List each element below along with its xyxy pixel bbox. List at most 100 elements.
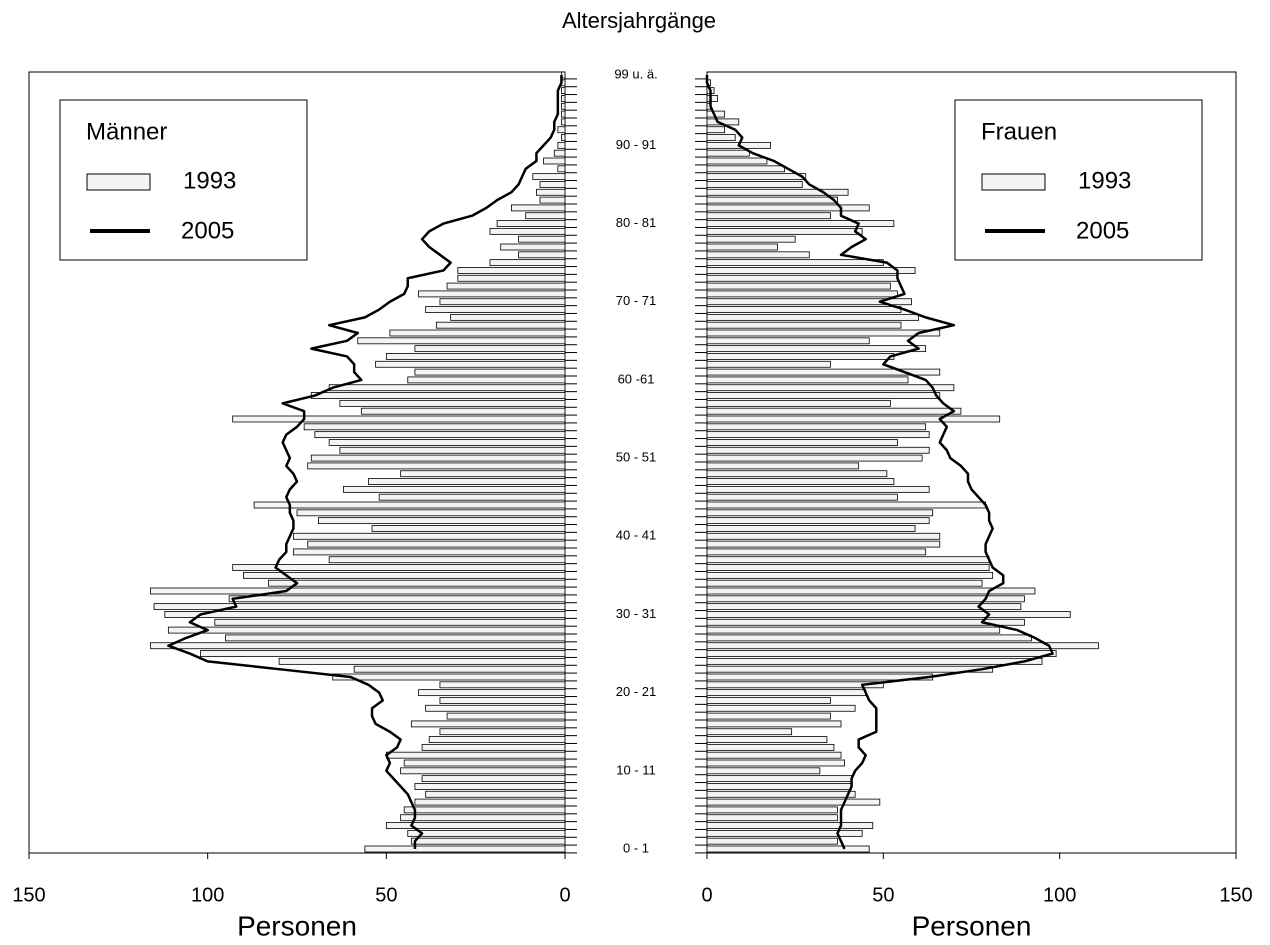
bar: [439, 697, 566, 704]
bar: [706, 548, 927, 556]
bar: [525, 212, 566, 220]
bar: [518, 235, 566, 243]
bar: [706, 767, 821, 775]
bar: [253, 501, 566, 509]
bar: [706, 235, 796, 243]
bar: [310, 454, 566, 462]
bar: [385, 751, 566, 759]
bar: [561, 95, 566, 102]
bar: [414, 798, 566, 806]
bar: [385, 822, 566, 829]
bar: [278, 657, 566, 665]
bar: [706, 525, 916, 532]
bar: [706, 157, 768, 165]
x-axis-label: Personen: [912, 910, 1032, 941]
x-tick-label: 150: [12, 884, 45, 906]
bar: [706, 681, 884, 689]
bar: [510, 204, 566, 212]
bar: [225, 634, 566, 642]
bar: [706, 298, 912, 306]
bar: [706, 282, 891, 290]
bar: [425, 704, 566, 712]
legend-swatch: [981, 173, 1046, 191]
bar: [561, 118, 566, 126]
bar: [706, 423, 927, 431]
bar: [410, 720, 566, 728]
bar: [228, 595, 566, 603]
bar: [706, 704, 856, 712]
bar: [307, 540, 566, 548]
bar: [357, 337, 566, 345]
bar: [706, 501, 987, 509]
bar: [706, 657, 1043, 665]
bar: [414, 345, 566, 353]
bar: [457, 274, 566, 282]
bar: [410, 837, 566, 845]
bar: [421, 775, 566, 783]
bar: [706, 540, 941, 548]
bar: [706, 470, 888, 478]
bar: [706, 806, 838, 814]
x-tick-label: 50: [872, 884, 894, 906]
bar: [706, 634, 1032, 642]
bar: [360, 407, 566, 415]
bar: [553, 149, 566, 157]
bar: [706, 751, 842, 759]
bar: [706, 626, 1001, 634]
bar: [539, 196, 566, 204]
bar: [706, 259, 884, 267]
line: [167, 75, 563, 849]
bar: [425, 790, 566, 798]
bar: [328, 384, 566, 392]
bar: [706, 431, 930, 439]
bar: [371, 525, 566, 532]
bar: [407, 376, 566, 384]
bar: [706, 478, 895, 485]
bar: [518, 251, 566, 259]
bar: [706, 188, 849, 196]
bar: [403, 806, 566, 814]
bar: [706, 345, 927, 353]
bar: [706, 290, 898, 298]
bar: [706, 306, 902, 313]
bar: [706, 736, 828, 743]
bar: [328, 439, 566, 446]
x-tick-label: 0: [701, 884, 712, 906]
bar: [164, 611, 566, 618]
bar: [421, 743, 566, 751]
bar: [500, 243, 566, 251]
bar: [706, 267, 916, 274]
bar: [200, 650, 566, 657]
x-axis-label: Personen: [237, 910, 357, 941]
bar: [706, 642, 1099, 650]
bar: [706, 485, 930, 493]
bar: [706, 149, 750, 157]
bar: [706, 814, 838, 822]
bar: [400, 470, 566, 478]
bar: [332, 673, 566, 681]
bar: [375, 360, 566, 368]
bar: [706, 376, 909, 384]
legend-label: 2005: [1076, 217, 1129, 244]
bar: [706, 829, 863, 837]
bar: [706, 689, 867, 697]
bar: [706, 743, 835, 751]
bar: [400, 814, 566, 822]
bar: [368, 478, 566, 485]
bar: [418, 689, 566, 697]
bar: [706, 556, 990, 564]
bar: [706, 126, 726, 134]
bar: [706, 611, 1071, 618]
bar: [706, 134, 736, 141]
bar: [706, 587, 1036, 595]
bar: [706, 783, 852, 790]
bar: [232, 564, 566, 571]
x-tick-label: 0: [559, 884, 570, 906]
bar: [706, 650, 1057, 657]
bar: [310, 392, 566, 399]
bar: [706, 243, 778, 251]
category-label: 40 - 41: [616, 528, 656, 543]
bar: [353, 665, 566, 673]
legend-label: 1993: [1078, 167, 1131, 194]
